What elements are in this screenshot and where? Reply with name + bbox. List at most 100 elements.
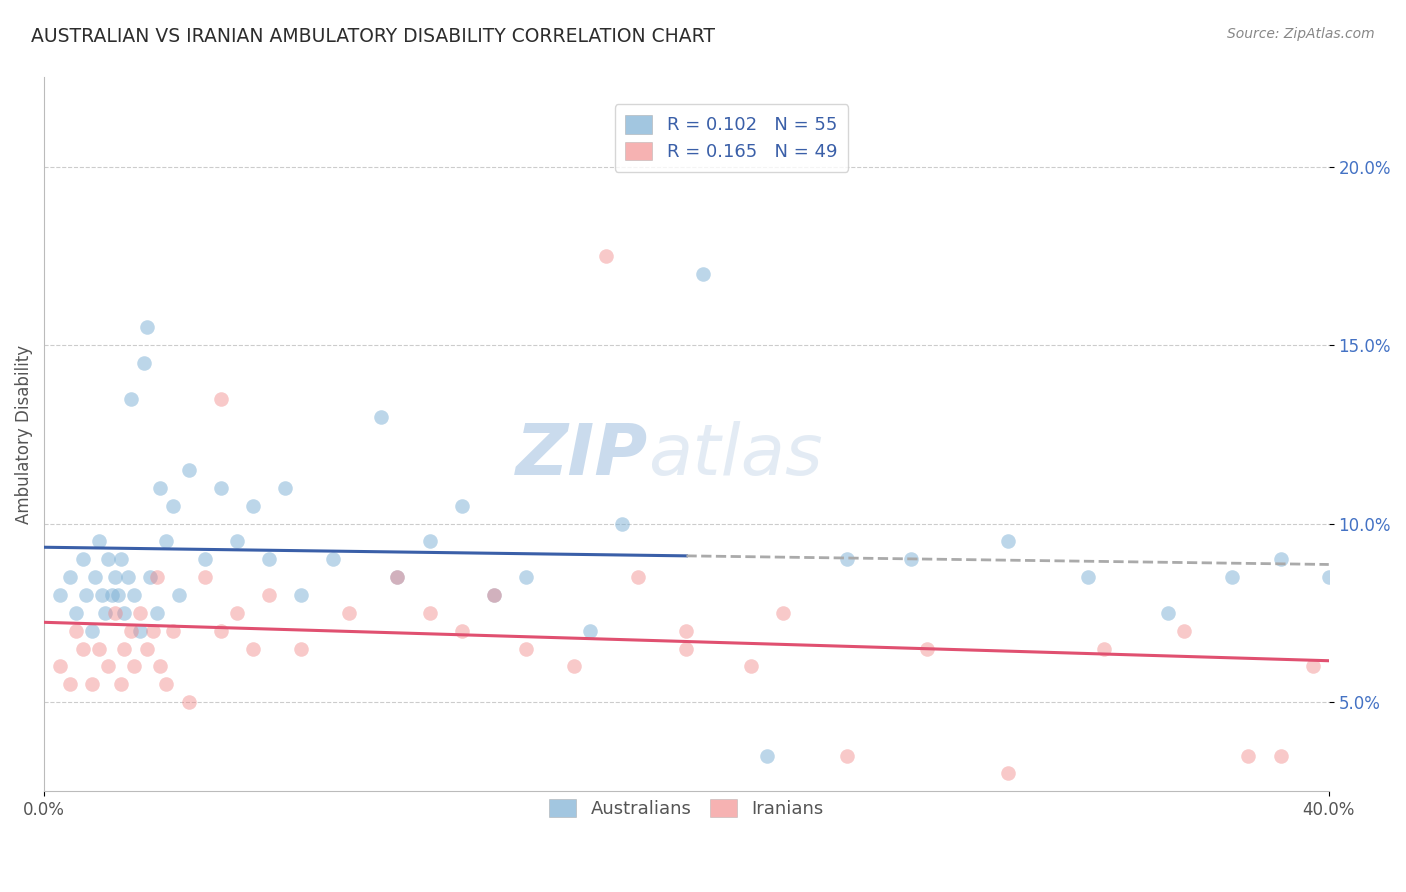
Point xyxy=(104,570,127,584)
Point xyxy=(145,606,167,620)
Point xyxy=(135,641,157,656)
Point xyxy=(562,659,585,673)
Point xyxy=(72,641,94,656)
Point xyxy=(97,552,120,566)
Point xyxy=(482,588,505,602)
Point xyxy=(49,588,72,602)
Point xyxy=(82,677,104,691)
Point xyxy=(90,588,112,602)
Y-axis label: Ambulatory Disability: Ambulatory Disability xyxy=(15,345,32,524)
Point xyxy=(117,570,139,584)
Point xyxy=(107,588,129,602)
Point xyxy=(209,624,232,638)
Point xyxy=(72,552,94,566)
Point xyxy=(515,570,537,584)
Point xyxy=(997,766,1019,780)
Text: ZIP: ZIP xyxy=(516,421,648,491)
Legend: Australians, Iranians: Australians, Iranians xyxy=(543,791,831,825)
Point xyxy=(997,534,1019,549)
Point xyxy=(177,695,200,709)
Point xyxy=(1237,748,1260,763)
Point xyxy=(59,570,82,584)
Point xyxy=(122,659,145,673)
Point xyxy=(84,570,107,584)
Point xyxy=(149,659,172,673)
Point xyxy=(1270,748,1292,763)
Point xyxy=(290,588,312,602)
Point xyxy=(900,552,922,566)
Point xyxy=(579,624,602,638)
Point xyxy=(120,392,142,406)
Point xyxy=(1222,570,1244,584)
Point xyxy=(110,677,132,691)
Point xyxy=(149,481,172,495)
Point xyxy=(122,588,145,602)
Point xyxy=(370,409,392,424)
Point xyxy=(129,606,152,620)
Point xyxy=(515,641,537,656)
Point xyxy=(1302,659,1324,673)
Point xyxy=(835,552,858,566)
Point xyxy=(225,606,247,620)
Point xyxy=(162,624,184,638)
Point xyxy=(135,320,157,334)
Point xyxy=(1333,570,1355,584)
Point xyxy=(257,588,280,602)
Point xyxy=(87,534,110,549)
Point xyxy=(155,677,177,691)
Point xyxy=(418,534,440,549)
Text: atlas: atlas xyxy=(648,421,823,491)
Point xyxy=(1270,552,1292,566)
Point xyxy=(337,606,360,620)
Point xyxy=(132,356,155,370)
Point xyxy=(112,606,135,620)
Point xyxy=(612,516,634,531)
Point xyxy=(155,534,177,549)
Point xyxy=(65,606,87,620)
Point xyxy=(1092,641,1115,656)
Point xyxy=(167,588,190,602)
Point xyxy=(75,588,97,602)
Point xyxy=(257,552,280,566)
Point xyxy=(194,570,217,584)
Point xyxy=(1317,570,1340,584)
Point xyxy=(94,606,117,620)
Point xyxy=(209,481,232,495)
Point xyxy=(482,588,505,602)
Point xyxy=(290,641,312,656)
Point xyxy=(740,659,762,673)
Point xyxy=(162,499,184,513)
Point xyxy=(59,677,82,691)
Point xyxy=(387,570,409,584)
Point xyxy=(450,624,472,638)
Point xyxy=(142,624,165,638)
Point xyxy=(1077,570,1099,584)
Point xyxy=(675,624,697,638)
Point xyxy=(1173,624,1195,638)
Point xyxy=(100,588,122,602)
Point xyxy=(1157,606,1180,620)
Point xyxy=(112,641,135,656)
Point xyxy=(110,552,132,566)
Point xyxy=(692,267,714,281)
Point xyxy=(65,624,87,638)
Point xyxy=(917,641,939,656)
Point xyxy=(145,570,167,584)
Point xyxy=(139,570,162,584)
Point xyxy=(49,659,72,673)
Point xyxy=(675,641,697,656)
Text: Source: ZipAtlas.com: Source: ZipAtlas.com xyxy=(1227,27,1375,41)
Point xyxy=(418,606,440,620)
Point xyxy=(120,624,142,638)
Point xyxy=(242,499,264,513)
Point xyxy=(627,570,650,584)
Point xyxy=(772,606,794,620)
Point xyxy=(225,534,247,549)
Point xyxy=(87,641,110,656)
Point xyxy=(387,570,409,584)
Point xyxy=(97,659,120,673)
Point xyxy=(595,249,617,263)
Point xyxy=(274,481,297,495)
Point xyxy=(242,641,264,656)
Point xyxy=(177,463,200,477)
